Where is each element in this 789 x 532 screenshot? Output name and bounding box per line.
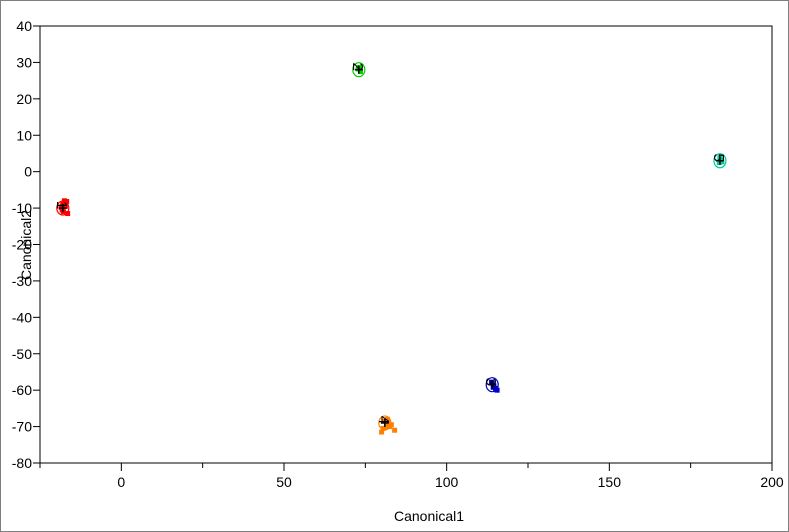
y-tick-label: -60 <box>12 382 32 398</box>
data-point <box>379 429 385 435</box>
x-axis-title: Canonical1 <box>394 508 464 524</box>
data-point <box>64 199 70 205</box>
group-5-ellipse <box>713 153 727 169</box>
group-2-label: 2 <box>349 63 366 71</box>
plot-area-border <box>39 25 773 464</box>
y-tick-label: 10 <box>16 127 32 143</box>
y-axis-title: Canonical2 <box>18 210 34 280</box>
data-point <box>494 387 500 393</box>
x-tick-label: 50 <box>276 474 292 490</box>
data-point <box>65 211 71 217</box>
y-tick-label: -50 <box>12 346 32 362</box>
data-point <box>490 384 496 390</box>
x-tick-label: 100 <box>435 474 459 490</box>
data-point <box>719 159 725 165</box>
y-tick-label: -30 <box>12 273 32 289</box>
data-point <box>380 425 386 431</box>
y-tick-label: 40 <box>16 18 32 34</box>
group-1-label: 1 <box>53 201 70 209</box>
group-3-label: 3 <box>482 378 499 386</box>
data-point <box>357 69 363 75</box>
y-tick-label: -40 <box>12 309 32 325</box>
data-point <box>62 203 68 209</box>
data-point <box>392 427 398 433</box>
y-tick-label: -80 <box>12 455 32 471</box>
group-2-ellipse <box>352 62 366 78</box>
data-point <box>384 416 390 422</box>
group-4-label: 4 <box>375 416 392 424</box>
x-tick-label: 0 <box>117 474 125 490</box>
x-tick-label: 200 <box>760 474 784 490</box>
y-tick-label: -20 <box>12 237 32 253</box>
data-point <box>388 422 394 428</box>
y-tick-label: -70 <box>12 419 32 435</box>
data-point <box>383 424 389 430</box>
y-tick-label: 0 <box>24 164 32 180</box>
y-tick-label: -10 <box>12 200 32 216</box>
y-tick-label: 20 <box>16 91 32 107</box>
group-5-label: 5 <box>710 154 727 162</box>
x-tick-label: 150 <box>598 474 622 490</box>
y-tick-label: 30 <box>16 54 32 70</box>
group-3-ellipse <box>485 377 499 393</box>
